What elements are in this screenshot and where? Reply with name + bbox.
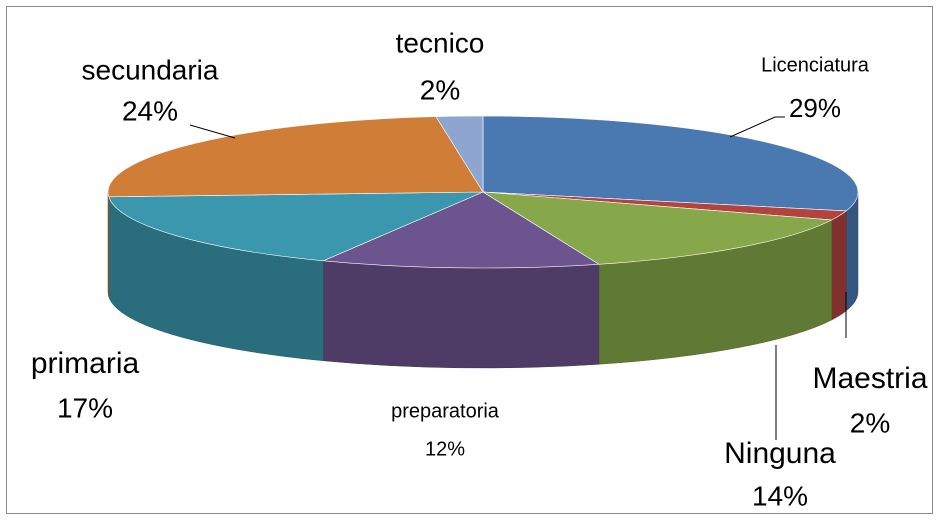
slice-value-label: 2%	[850, 407, 890, 438]
leader-line	[189, 124, 236, 139]
slice-side	[107, 191, 109, 297]
slice-label: Maestria	[812, 362, 927, 395]
slice-value-label: 2%	[420, 74, 460, 105]
pie-slice	[435, 115, 484, 194]
slice-label: secundaria	[82, 54, 219, 85]
slice-value-label: 29%	[789, 93, 841, 123]
pie-slice	[323, 191, 600, 369]
leader-line	[729, 116, 785, 138]
slice-value-label: 17%	[57, 392, 113, 423]
slice-value-label: 12%	[425, 438, 465, 460]
slice-label: tecnico	[396, 27, 485, 58]
slice-side	[831, 210, 847, 321]
slice-top	[108, 191, 484, 262]
slice-side	[323, 260, 600, 369]
slice-top	[107, 116, 484, 198]
pie-slice	[482, 115, 859, 312]
pie-slice	[107, 116, 484, 297]
pie-slice	[108, 191, 484, 362]
slice-label: primaria	[31, 347, 140, 380]
slice-label: Licenciatura	[761, 54, 870, 76]
slice-top	[482, 115, 859, 212]
slice-top	[435, 115, 484, 194]
slice-label: Ninguna	[724, 437, 836, 470]
slice-top	[323, 191, 600, 269]
slice-value-label: 24%	[122, 95, 178, 126]
slice-value-label: 14%	[752, 480, 808, 511]
slice-label: preparatoria	[391, 400, 500, 422]
